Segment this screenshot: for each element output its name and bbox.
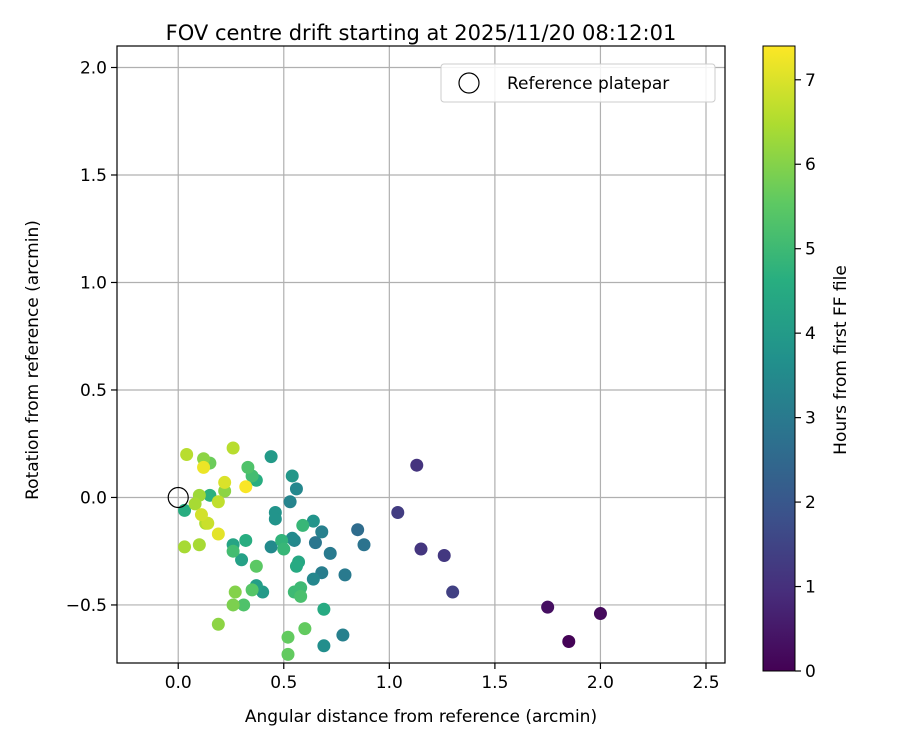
x-tick-label: 2.0 [587,673,614,693]
scatter-point [296,518,310,532]
y-tick-label: 0.5 [80,381,107,401]
colorbar-tick-label: 3 [805,409,816,429]
y-tick-label: 1.0 [80,273,107,293]
y-tick-label: 2.0 [80,58,107,78]
scatter-point [237,598,251,612]
scatter-point [338,568,352,582]
scatter-point [294,589,308,603]
scatter-point [281,647,295,661]
scatter-point [197,460,211,474]
colorbar-gradient [762,45,796,672]
grid-lines [117,46,725,663]
x-tick-label: 2.5 [692,673,719,693]
scatter-point [180,447,194,461]
x-tick-label: 1.5 [481,673,508,693]
colorbar-tick-label: 6 [805,155,816,175]
scatter-point [226,441,240,455]
scatter-point [283,495,297,509]
scatter-point [264,450,278,464]
colorbar-tick-label: 2 [805,493,816,513]
scatter-point [239,533,253,547]
scatter-point [218,475,232,489]
x-tick-label: 1.0 [376,673,403,693]
scatter-point [414,542,428,556]
scatter-point [317,639,331,653]
scatter-point [235,553,249,567]
scatter-points [167,441,607,661]
colorbar-ticks: 0 1 2 3 4 5 6 7 [795,71,816,682]
scatter-point [308,536,322,550]
scatter-point [289,482,303,496]
scatter-point [249,559,263,573]
scatter-point [541,600,555,614]
colorbar: 0 1 2 3 4 5 6 7 Hours from first FF file [762,45,851,682]
y-tick-label: 0.0 [80,488,107,508]
colorbar-tick-label: 5 [805,240,816,260]
scatter-point [317,602,331,616]
scatter-point [593,607,607,621]
scatter-point [391,506,405,520]
scatter-point [289,559,303,573]
scatter-point [226,598,240,612]
chart-title: FOV centre drift starting at 2025/11/20 … [166,21,677,45]
scatter-point [241,460,255,474]
legend-marker-icon [458,72,480,94]
scatter-point [285,531,299,545]
scatter-point [351,523,365,537]
reference-platepar-marker [167,486,189,509]
colorbar-tick-label: 1 [805,578,816,598]
y-tick-label: −0.5 [66,596,107,616]
scatter-point [245,583,259,597]
x-axis-label: Angular distance from reference (arcmin) [245,707,597,727]
scatter-point [211,527,225,541]
x-axis-ticks: 0.0 0.5 1.0 1.5 2.0 2.5 [165,663,720,693]
colorbar-tick-label: 7 [805,71,816,91]
scatter-point [410,458,424,472]
scatter-point [306,514,320,528]
scatter-point [192,538,206,552]
legend-box [440,63,716,103]
scatter-point [188,497,202,511]
scatter-point [298,622,312,636]
scatter-point [277,542,291,556]
scatter-point [264,540,278,554]
x-tick-label: 0.5 [270,673,297,693]
scatter-point [336,628,350,642]
y-tick-label: 1.5 [80,166,107,186]
scatter-point [285,469,299,483]
colorbar-tick-label: 0 [805,662,816,682]
scatter-point [194,508,208,522]
scatter-point [281,630,295,644]
scatter-point [315,525,329,539]
scatter-point [268,512,282,526]
colorbar-tick-label: 4 [805,324,816,344]
scatter-point [437,549,451,563]
scatter-point [323,546,337,560]
scatter-point [357,538,371,552]
scatter-point [228,585,242,599]
scatter-point [446,585,460,599]
scatter-point [178,540,192,554]
scatter-point [239,480,253,494]
scatter-point [211,617,225,631]
scatter-point [562,635,576,649]
y-axis-label: Rotation from reference (arcmin) [23,220,43,500]
legend-label: Reference platepar [507,74,669,94]
y-axis-ticks: −0.5 0.0 0.5 1.0 1.5 2.0 [66,58,117,616]
legend: Reference platepar [440,63,716,103]
plot-frame [116,45,726,664]
scatter-point [226,544,240,558]
scatter-point [211,495,225,509]
colorbar-label: Hours from first FF file [831,265,851,455]
scatter-point [306,572,320,586]
x-tick-label: 0.0 [165,673,192,693]
